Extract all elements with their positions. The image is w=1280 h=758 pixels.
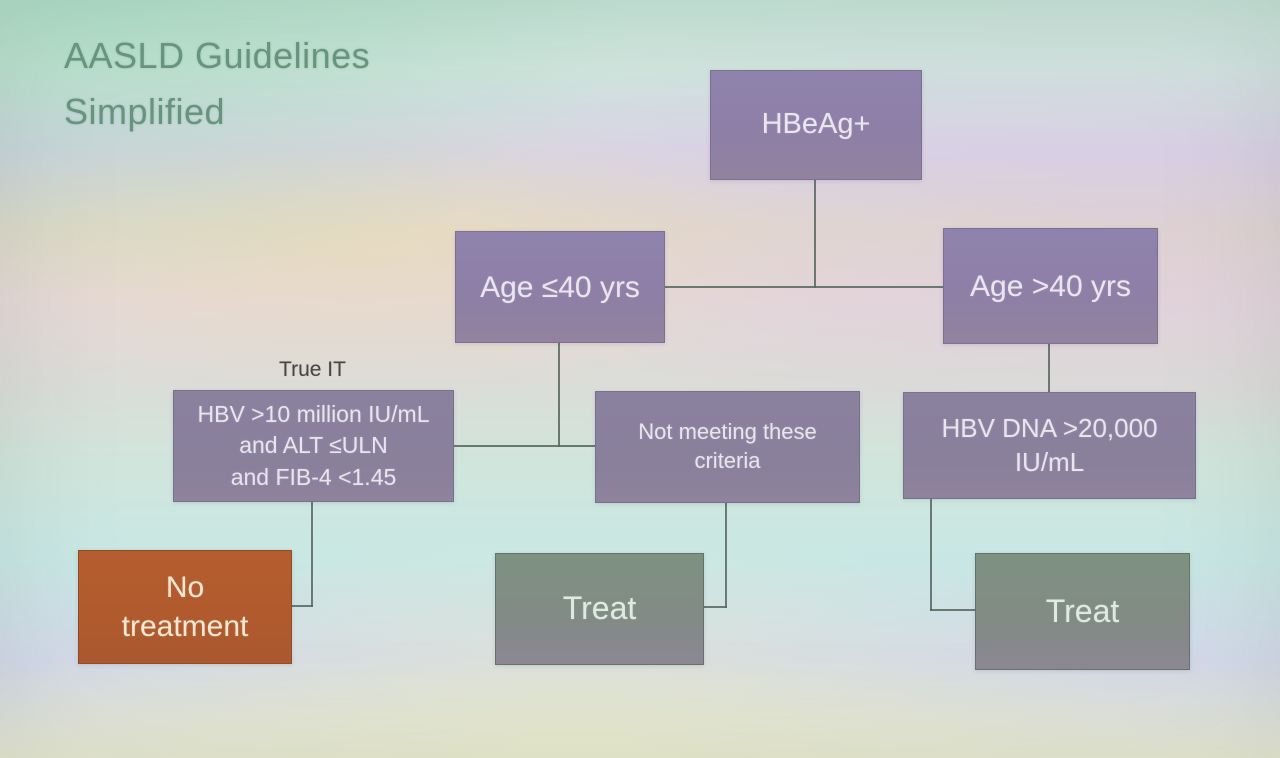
node-hbeag-label: HBeAg+ bbox=[761, 108, 871, 141]
criteria-line3: and FIB-4 <1.45 bbox=[230, 463, 397, 490]
node-age-under-40: Age ≤40 yrs bbox=[455, 231, 665, 343]
not-meeting-line1: Not meeting these bbox=[638, 419, 817, 445]
node-not-meeting-criteria: Not meeting these criteria bbox=[595, 391, 860, 503]
node-age-under-40-label: Age ≤40 yrs bbox=[480, 270, 640, 304]
connector-ageyoung-down bbox=[558, 341, 560, 447]
treat-right-label: Treat bbox=[1045, 592, 1120, 629]
node-age-over-40-label: Age >40 yrs bbox=[970, 269, 1131, 303]
node-true-it-criteria: HBV >10 million IU/mL and ALT ≤ULN and F… bbox=[173, 390, 454, 502]
connector-criteria-down bbox=[311, 500, 313, 607]
criteria-line1: HBV >10 million IU/mL bbox=[197, 401, 430, 428]
node-age-over-40: Age >40 yrs bbox=[943, 228, 1158, 344]
node-hbv-dna-label: HBV DNA >20,000 IU/mL bbox=[941, 412, 1158, 477]
connector-criteria-horizontal bbox=[452, 445, 595, 447]
slide-title: AASLD Guidelines Simplified bbox=[64, 28, 370, 140]
connector-hbvdna-down bbox=[930, 497, 932, 611]
node-treat-left: Treat bbox=[495, 553, 704, 665]
criteria-line2: and ALT ≤ULN bbox=[239, 432, 388, 459]
connector-to-treat-left bbox=[702, 606, 727, 608]
node-hbeag-positive: HBeAg+ bbox=[710, 70, 922, 180]
no-treatment-line1: No bbox=[165, 571, 205, 604]
not-meeting-line2: criteria bbox=[694, 448, 761, 473]
connector-ageold-to-hbvdna bbox=[1048, 342, 1050, 392]
no-treatment-line2: treatment bbox=[121, 610, 249, 643]
true-it-caption: True IT bbox=[279, 358, 346, 381]
slide-title-line1: AASLD Guidelines bbox=[64, 35, 371, 76]
treat-left-label: Treat bbox=[562, 590, 637, 627]
node-no-treatment: No treatment bbox=[78, 550, 292, 664]
slide-title-line2: Simplified bbox=[64, 90, 226, 132]
connector-root-to-ages bbox=[814, 178, 816, 288]
connector-to-no-treatment bbox=[290, 605, 313, 607]
connector-ages-horizontal bbox=[663, 286, 943, 288]
node-hbv-dna-threshold: HBV DNA >20,000 IU/mL bbox=[903, 392, 1196, 499]
connector-to-treat-right bbox=[930, 609, 975, 611]
node-treat-right: Treat bbox=[975, 553, 1190, 670]
connector-notmeeting-down bbox=[725, 501, 727, 608]
